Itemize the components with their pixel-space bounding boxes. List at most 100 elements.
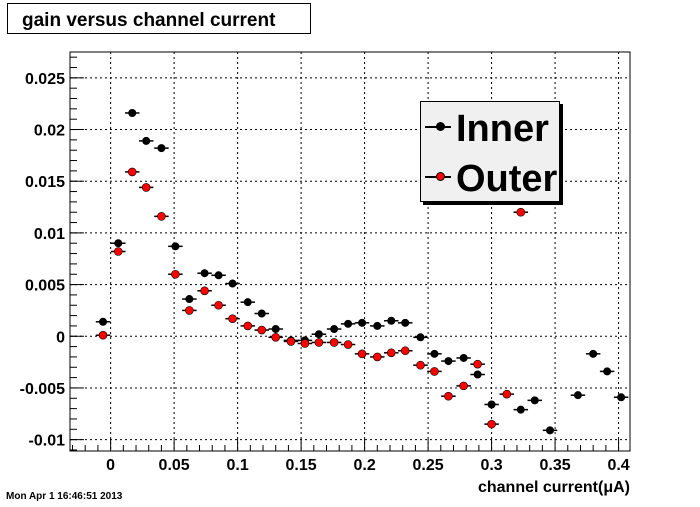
legend-dot-outer (436, 172, 445, 181)
data-point-outer (370, 352, 385, 362)
x-tick-label: 0.35 (540, 457, 571, 474)
data-point-inner (197, 269, 212, 278)
marker (214, 300, 223, 310)
legend: Inner Outer (420, 101, 560, 202)
marker (141, 183, 151, 192)
data-point-inner (354, 318, 370, 327)
marker (257, 325, 267, 335)
data-point-inner (240, 298, 256, 307)
marker (344, 319, 353, 328)
data-point-outer (254, 325, 269, 335)
marker (98, 330, 108, 340)
data-point-inner (398, 318, 413, 327)
data-point-inner (470, 370, 485, 379)
marker (444, 391, 453, 401)
marker (386, 348, 396, 358)
data-point-outer (470, 359, 485, 369)
y-tick-label: 0.01 (34, 226, 65, 243)
marker (373, 352, 382, 362)
legend-label-inner: Inner (456, 108, 549, 150)
data-point-outer (499, 389, 515, 399)
data-point-outer (197, 286, 212, 296)
marker (99, 317, 108, 326)
data-point-inner (225, 279, 240, 288)
y-tick-label: 0.025 (25, 71, 65, 88)
legend-entry-outer: Outer (421, 154, 561, 204)
data-point-inner (456, 353, 471, 362)
data-point-outer (297, 339, 313, 348)
marker (473, 370, 482, 379)
chart-title-box: gain versus channel current (7, 3, 311, 34)
data-point-outer (138, 183, 154, 192)
marker (128, 108, 137, 117)
y-tick-label: 0 (56, 329, 65, 346)
data-point-inner (311, 330, 327, 339)
data-point-outer (513, 207, 529, 217)
data-point-inner (613, 393, 629, 402)
data-marks (95, 108, 629, 435)
marker (330, 325, 339, 334)
marker (271, 325, 280, 334)
marker (502, 389, 512, 399)
data-point-outer (168, 269, 183, 279)
data-point-outer (240, 321, 256, 331)
marker (171, 269, 180, 279)
x-tick-label: 0.25 (413, 457, 444, 474)
marker (400, 346, 410, 356)
data-point-outer (441, 391, 456, 401)
x-tick-label: 0.05 (159, 457, 190, 474)
marker (114, 239, 123, 248)
marker (228, 314, 237, 323)
y-tick-label: 0.015 (25, 174, 65, 191)
marker (430, 349, 439, 358)
data-point-inner (182, 295, 197, 304)
data-point-inner (413, 333, 428, 342)
marker (589, 349, 598, 358)
legend-label-outer: Outer (456, 158, 558, 200)
marker (185, 306, 194, 315)
data-point-inner (599, 367, 615, 376)
data-point-inner (427, 349, 442, 358)
marker (473, 359, 482, 369)
marker (573, 391, 582, 400)
marker (546, 426, 554, 435)
data-point-outer (111, 247, 126, 256)
marker (459, 381, 468, 391)
data-point-inner (484, 400, 499, 409)
legend-marker-inner (425, 122, 451, 131)
x-tick-label: 0.2 (353, 457, 375, 474)
data-point-inner (570, 391, 586, 400)
data-point-outer (268, 332, 283, 342)
data-point-inner (95, 317, 111, 326)
marker (157, 212, 166, 221)
marker (185, 295, 194, 304)
data-point-inner (340, 319, 356, 328)
marker (314, 338, 324, 347)
data-point-outer (326, 338, 342, 347)
data-point-inner (268, 325, 283, 334)
marker (127, 167, 137, 177)
axis-ticks: 0 0.05 0.1 0.15 0.2 0.25 0.3 0.35 0.4 -0.01 -0.005… (20, 56, 630, 474)
marker (343, 340, 353, 349)
marker (516, 405, 525, 414)
marker (357, 349, 367, 359)
data-point-outer (427, 367, 442, 376)
marker (459, 353, 468, 362)
data-point-outer (398, 346, 413, 356)
marker (243, 321, 253, 331)
y-tick-label: 0.02 (34, 123, 65, 140)
marker (387, 316, 396, 325)
marker (603, 367, 612, 376)
chart-title: gain versus channel current (22, 10, 276, 31)
data-point-outer (413, 360, 428, 370)
marker (401, 318, 410, 327)
marker (243, 298, 252, 307)
timestamp: Mon Apr 1 16:46:51 2013 (6, 491, 123, 502)
marker (487, 419, 496, 429)
data-point-outer (384, 348, 399, 358)
data-point-inner (326, 325, 342, 334)
x-axis-label: channel current(μA) (477, 479, 630, 496)
marker (617, 393, 626, 402)
data-point-inner (384, 316, 399, 325)
